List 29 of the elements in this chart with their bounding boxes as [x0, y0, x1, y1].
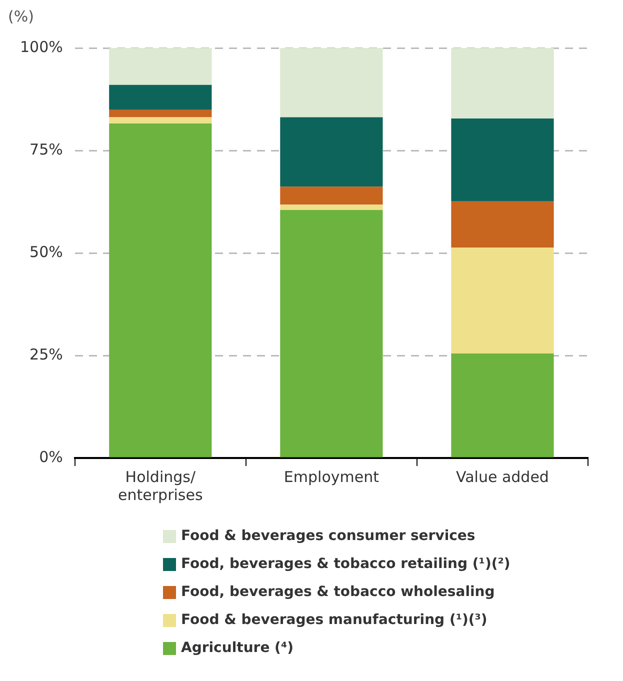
bar [451, 248, 554, 354]
bar [451, 48, 554, 119]
y-axis-title: (%) [8, 7, 34, 26]
bar [109, 117, 212, 124]
bar [451, 118, 554, 202]
bar [109, 110, 212, 118]
legend-label: Food, beverages & tobacco retailing (¹)(²) [181, 556, 510, 572]
x-tick-label: Employment [284, 468, 380, 486]
y-tick-label: 50% [30, 242, 63, 261]
y-tick-label: 100% [20, 38, 63, 56]
legend-label: Food & beverages manufacturing (¹)(³) [181, 612, 488, 628]
legend-label: Food, beverages & tobacco wholesaling [181, 584, 495, 600]
bar [109, 84, 212, 110]
y-tick-label: 0% [39, 448, 63, 466]
bar [451, 353, 554, 458]
bar [109, 48, 212, 85]
bar [451, 201, 554, 248]
legend-label: Food & beverages consumer services [181, 528, 476, 544]
legend-label: Agriculture (⁴) [181, 640, 294, 656]
bar [280, 48, 383, 118]
x-tick-label: Holdings/ enterprises [118, 468, 203, 504]
bar [280, 204, 383, 210]
bar [280, 186, 383, 205]
bar [280, 117, 383, 187]
bar [109, 123, 212, 458]
y-tick-label: 75% [30, 140, 63, 158]
x-tick-label: Value added [456, 468, 549, 486]
bar [280, 210, 383, 458]
y-tick-label: 25% [30, 345, 63, 364]
